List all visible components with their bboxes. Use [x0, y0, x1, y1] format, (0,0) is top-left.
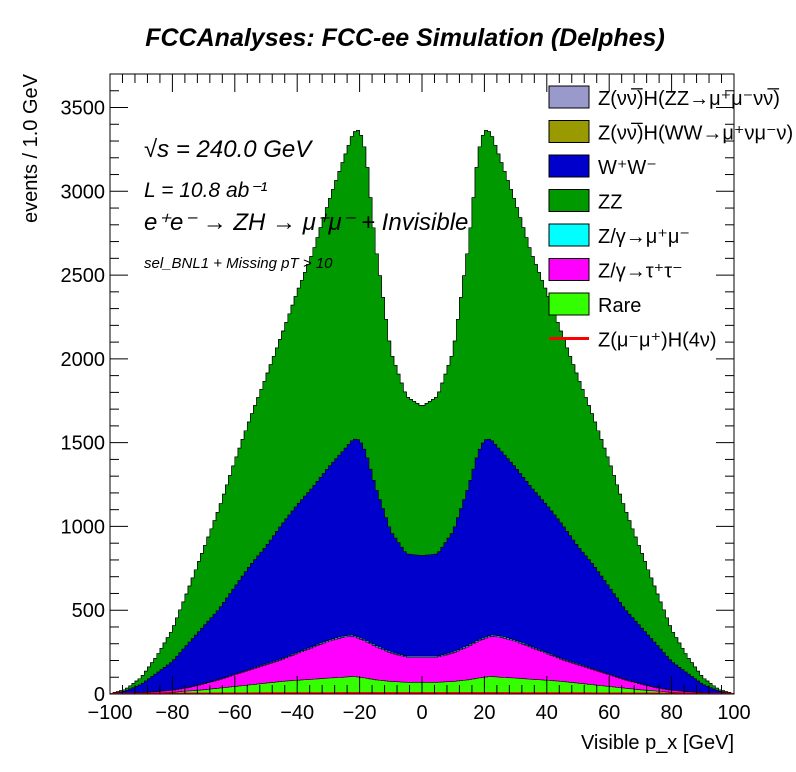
chart-title: FCCAnalyses: FCC-ee Simulation (Delphes)	[145, 24, 665, 52]
legend-label: Z/γ→τ⁺τ⁻	[598, 261, 683, 283]
y-tick-label: 1000	[61, 516, 106, 538]
x-tick-label: 80	[660, 702, 682, 724]
luminosity-annotation: L = 10.8 ab⁻¹	[144, 179, 267, 202]
y-tick-label: 0	[94, 684, 105, 706]
y-tick-label: 2000	[61, 349, 106, 371]
x-tick-label: 60	[598, 702, 620, 724]
series-area-3	[110, 438, 734, 694]
legend-swatch	[548, 292, 590, 316]
sqrt-s-annotation: √s = 240.0 GeV	[144, 136, 313, 163]
legend-label: Rare	[598, 295, 641, 317]
y-axis-label: events / 1.0 GeV	[20, 73, 42, 223]
legend-label: Z(νν̅)H(ZZ→μ⁺μ⁻νν̅)	[598, 87, 780, 110]
x-tick-label: 40	[536, 702, 558, 724]
legend-label: ZZ	[598, 192, 622, 214]
y-tick-label: 500	[72, 600, 105, 622]
legend-swatch	[548, 189, 590, 212]
legend-label: Z(νν̅)H(WW→μ⁺νμ⁻ν)	[598, 122, 793, 145]
x-tick-label: 100	[717, 702, 750, 724]
process-annotation: e⁺e⁻ → ZH → μ⁺μ⁻ + Invisible	[144, 209, 468, 236]
x-tick-label: −40	[280, 702, 314, 724]
legend-swatch	[548, 120, 590, 143]
y-tick-label: 3500	[61, 98, 106, 120]
legend-label: Z(μ⁻μ⁺)H(4ν)	[598, 330, 717, 352]
x-tick-label: −80	[155, 702, 189, 724]
legend: Z(νν̅)H(ZZ→μ⁺μ⁻νν̅) Z(νν̅)H(WW→μ⁺νμ⁻ν) W⁺W…	[548, 85, 793, 352]
y-tick-label: 3000	[61, 181, 106, 203]
x-tick-label: −20	[343, 702, 377, 724]
x-tick-label: 0	[416, 702, 427, 724]
legend-label: W⁺W⁻	[598, 157, 657, 179]
legend-swatch	[548, 154, 590, 178]
legend-swatch	[548, 223, 590, 247]
legend-swatch	[548, 258, 590, 281]
x-tick-label: −100	[87, 702, 132, 724]
y-tick-label: 2500	[61, 265, 106, 287]
x-tick-label: 20	[473, 702, 495, 724]
series-area-1	[110, 636, 734, 694]
legend-swatch	[548, 85, 590, 109]
x-tick-label: −60	[218, 702, 252, 724]
x-axis-label: Visible p_x [GeV]	[581, 732, 734, 754]
legend-label: Z/γ→μ⁺μ⁻	[598, 226, 690, 248]
selection-annotation: sel_BNL1 + Missing pT > 10	[144, 255, 333, 272]
y-tick-label: 1500	[61, 433, 106, 455]
